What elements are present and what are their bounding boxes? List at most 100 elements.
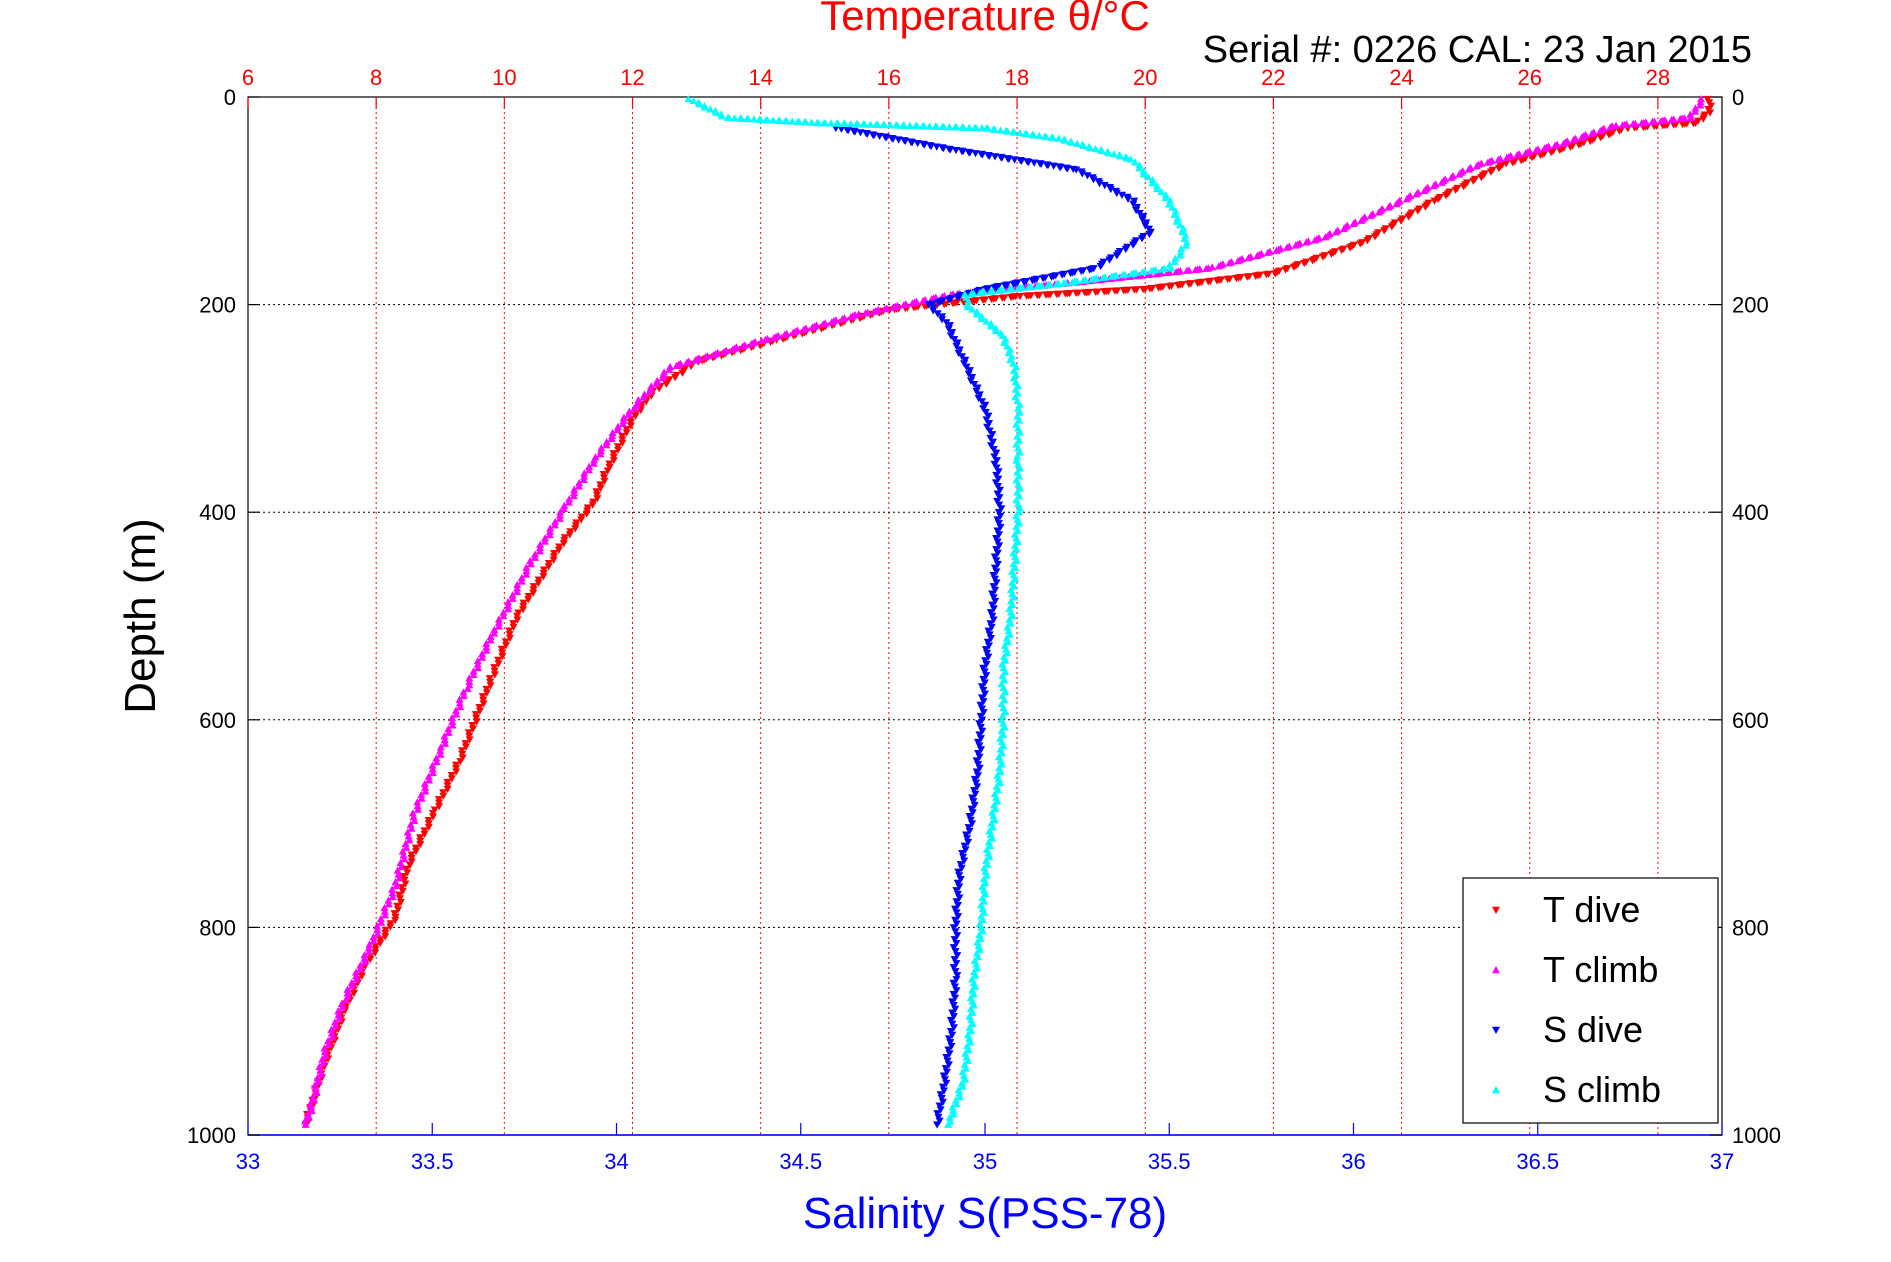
temperature-tick-label: 28 bbox=[1646, 65, 1670, 90]
salinity-tick-label: 35.5 bbox=[1148, 1149, 1191, 1174]
data-point bbox=[1043, 162, 1052, 170]
data-point bbox=[1024, 283, 1033, 291]
data-point bbox=[1118, 191, 1127, 199]
data-point bbox=[360, 958, 369, 966]
data-point bbox=[596, 450, 605, 458]
data-point bbox=[971, 790, 980, 798]
data-point bbox=[971, 150, 980, 158]
data-point bbox=[937, 1094, 946, 1103]
data-point bbox=[1099, 273, 1108, 281]
data-point bbox=[1332, 228, 1341, 236]
data-point bbox=[575, 479, 584, 487]
data-point bbox=[747, 340, 756, 348]
data-point bbox=[1527, 154, 1536, 162]
data-point bbox=[1044, 281, 1053, 289]
temperature-tick-label: 26 bbox=[1517, 65, 1541, 90]
data-point bbox=[435, 803, 444, 811]
data-point bbox=[1015, 508, 1024, 516]
data-point bbox=[432, 754, 441, 762]
data-point bbox=[988, 823, 997, 831]
data-point bbox=[927, 142, 936, 151]
data-point bbox=[494, 660, 503, 668]
data-point bbox=[949, 1002, 958, 1010]
depth-tick-label-right: 600 bbox=[1732, 708, 1769, 733]
data-point bbox=[757, 336, 766, 345]
data-point bbox=[955, 894, 964, 902]
data-point bbox=[1586, 137, 1595, 146]
data-point bbox=[975, 731, 984, 739]
data-point bbox=[475, 703, 484, 712]
data-point bbox=[1540, 144, 1549, 152]
data-point bbox=[349, 989, 358, 998]
data-point bbox=[398, 887, 407, 896]
data-point bbox=[964, 838, 973, 847]
data-point bbox=[1163, 268, 1172, 276]
data-point bbox=[1083, 172, 1092, 180]
data-point bbox=[582, 510, 591, 518]
data-point bbox=[978, 151, 987, 159]
data-point bbox=[352, 975, 361, 983]
data-point bbox=[946, 146, 955, 154]
data-point bbox=[1033, 282, 1042, 290]
data-point bbox=[948, 1103, 957, 1111]
data-point bbox=[335, 1014, 344, 1022]
data-point bbox=[990, 553, 999, 561]
data-point bbox=[312, 1088, 321, 1096]
data-point bbox=[799, 325, 808, 333]
data-point bbox=[421, 787, 430, 795]
data-point bbox=[981, 646, 990, 654]
data-point bbox=[465, 674, 474, 682]
salinity-tick-label: 36.5 bbox=[1516, 1149, 1559, 1174]
data-point bbox=[1404, 213, 1413, 221]
data-point bbox=[979, 405, 988, 413]
legend-label: S dive bbox=[1543, 1009, 1643, 1050]
data-point bbox=[1464, 165, 1473, 173]
data-point bbox=[998, 760, 1007, 768]
data-point bbox=[1699, 115, 1708, 123]
data-point bbox=[870, 307, 879, 315]
data-point bbox=[770, 333, 779, 342]
salinity-tick-label: 36 bbox=[1341, 1149, 1365, 1174]
data-point bbox=[596, 447, 605, 455]
data-point bbox=[1147, 267, 1156, 275]
data-point bbox=[602, 441, 611, 449]
data-point bbox=[953, 972, 962, 980]
data-point bbox=[695, 100, 704, 108]
data-point bbox=[995, 542, 1004, 550]
data-point bbox=[1387, 223, 1396, 231]
data-point bbox=[682, 358, 691, 366]
legend-marker bbox=[1492, 906, 1500, 914]
data-point bbox=[396, 858, 405, 867]
temperature-tick-label: 20 bbox=[1133, 65, 1157, 90]
data-point bbox=[993, 490, 1002, 498]
data-point bbox=[952, 887, 961, 895]
data-point bbox=[309, 1096, 318, 1104]
data-point bbox=[986, 620, 995, 628]
salinity-tick-label: 33 bbox=[236, 1149, 260, 1174]
data-point bbox=[409, 813, 418, 821]
data-point bbox=[968, 794, 977, 802]
data-point bbox=[853, 120, 862, 128]
data-point bbox=[447, 775, 456, 783]
data-point bbox=[424, 772, 433, 780]
data-point bbox=[544, 563, 553, 571]
data-point bbox=[1072, 289, 1081, 297]
data-point bbox=[1441, 192, 1450, 200]
data-point bbox=[990, 453, 999, 461]
data-point bbox=[376, 939, 385, 947]
temperature-tick-label: 14 bbox=[748, 65, 772, 90]
temperature-tick-label: 18 bbox=[1005, 65, 1029, 90]
depth-tick-label-right: 1000 bbox=[1732, 1123, 1781, 1148]
data-point bbox=[901, 137, 910, 146]
data-point bbox=[1000, 723, 1009, 731]
data-point bbox=[417, 794, 426, 802]
data-point bbox=[417, 790, 426, 799]
data-point bbox=[416, 841, 425, 849]
data-point bbox=[404, 832, 413, 840]
data-point bbox=[950, 983, 959, 991]
data-point bbox=[436, 750, 445, 758]
data-point bbox=[979, 698, 988, 706]
data-point bbox=[1447, 173, 1456, 181]
data-point bbox=[860, 120, 869, 128]
data-point bbox=[1430, 197, 1439, 205]
